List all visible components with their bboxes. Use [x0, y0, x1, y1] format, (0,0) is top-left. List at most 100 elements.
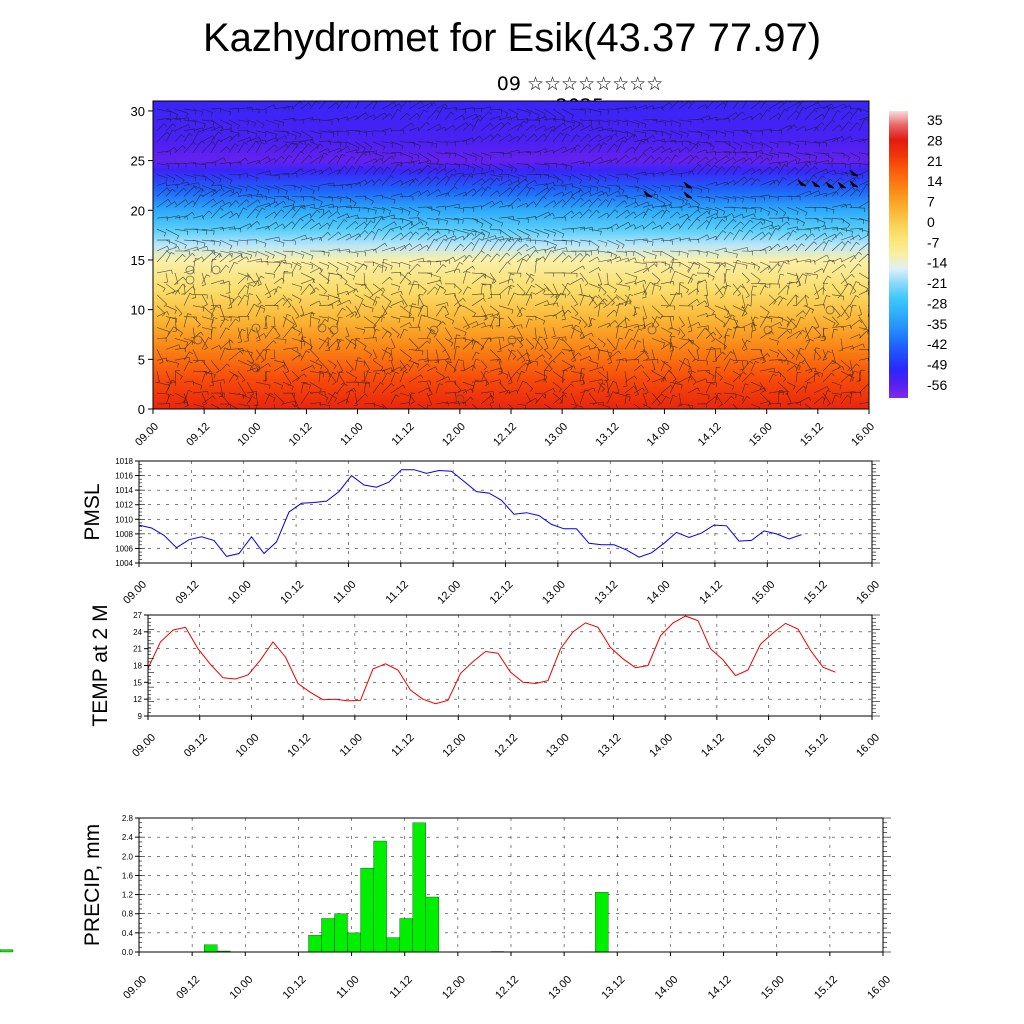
wind-barb — [345, 327, 350, 338]
wind-barb — [570, 108, 586, 115]
wind-barb — [632, 305, 637, 316]
wind-barb — [165, 184, 178, 189]
wind-barb — [318, 283, 328, 295]
wind-barb — [741, 157, 753, 164]
wind-barb — [264, 104, 276, 110]
heatmap-xtick-label: 12.00 — [440, 421, 468, 449]
wind-barb — [372, 283, 385, 296]
wind-barb — [705, 196, 716, 204]
wind-barb — [570, 349, 576, 363]
wind-barb — [228, 261, 238, 274]
wind-barb — [678, 272, 694, 283]
wind-barb — [561, 239, 573, 246]
wind-barb — [714, 286, 727, 295]
wind-barb — [813, 283, 820, 300]
wind-barb — [696, 272, 709, 278]
wind-barb — [480, 337, 492, 343]
colorbar-label: -42 — [927, 336, 947, 352]
wind-barb — [444, 168, 457, 175]
wind-barb — [525, 284, 536, 295]
wind-barb — [831, 257, 843, 263]
wind-barb — [642, 239, 654, 246]
wind-barb — [624, 393, 631, 405]
wind-barb — [750, 112, 763, 121]
wind-barb — [318, 403, 331, 409]
wind-arrow-icon — [849, 180, 859, 188]
wind-barb — [183, 360, 193, 372]
wind-barb — [651, 377, 667, 383]
wind-barb — [714, 261, 726, 268]
calm-circle — [647, 325, 657, 335]
wind-barb — [669, 173, 682, 178]
wind-barb — [273, 250, 287, 260]
wind-barb — [417, 244, 430, 252]
wind-barb — [741, 294, 746, 309]
wind-barb — [795, 347, 805, 361]
wind-barb — [353, 393, 358, 407]
wind-barb — [813, 372, 820, 383]
wind-barb — [570, 134, 580, 142]
wind-barb — [192, 239, 206, 248]
wind-barb — [228, 212, 240, 219]
wind-barb — [507, 349, 516, 361]
wind-barb — [759, 382, 766, 393]
wind-barb — [471, 228, 486, 239]
temperature-field — [153, 101, 869, 409]
xtick-label: 10.12 — [278, 579, 306, 607]
wind-barb — [480, 106, 492, 111]
xtick-label: 14.12 — [697, 579, 725, 607]
wind-barb — [624, 133, 638, 142]
wind-barb — [822, 259, 835, 265]
wind-barb — [192, 349, 199, 363]
wind-barb — [336, 183, 352, 189]
wind-barb — [336, 165, 348, 175]
wind-barb — [570, 392, 578, 409]
wind-barb — [687, 403, 692, 409]
wind-barb — [381, 294, 392, 306]
wind-barb — [534, 394, 546, 405]
wind-barb — [759, 353, 771, 361]
wind-barb — [597, 349, 612, 357]
wind-barb — [732, 247, 749, 252]
wind-barb — [867, 239, 869, 241]
wind-barb — [453, 207, 464, 213]
wind-barb — [363, 402, 376, 408]
wind-barb — [219, 294, 235, 304]
wind-barb — [390, 261, 401, 268]
wind-barb — [606, 129, 617, 135]
wind-barb — [354, 338, 367, 350]
wind-barb — [489, 177, 500, 186]
wind-barb — [390, 141, 404, 150]
wind-barb — [769, 217, 783, 223]
wind-barb — [183, 392, 189, 408]
wind-barb — [246, 220, 260, 230]
wind-barb — [156, 150, 171, 155]
xtick-label: 12.12 — [488, 579, 516, 607]
wind-barb — [723, 231, 734, 241]
wind-barb — [750, 324, 758, 339]
wind-barb — [453, 261, 464, 274]
wind-barb — [615, 200, 628, 208]
wind-barb — [678, 185, 693, 194]
wind-barb — [786, 365, 798, 372]
wind-barb — [435, 152, 451, 159]
wind-barb — [570, 305, 579, 317]
wind-barb — [543, 174, 559, 183]
wind-barb — [372, 178, 383, 186]
wind-barb — [813, 386, 830, 394]
ytick-label: 1008 — [115, 530, 133, 539]
wind-barb — [561, 196, 576, 208]
wind-barb — [795, 258, 812, 264]
wind-barb — [579, 356, 592, 361]
ytick-label: 1018 — [115, 457, 133, 466]
wind-barb — [777, 108, 789, 121]
wind-barb — [462, 137, 475, 142]
wind-barb — [561, 349, 575, 355]
wind-barb — [722, 272, 728, 288]
series-line — [138, 469, 802, 558]
wind-barb — [705, 272, 715, 281]
wind-barb — [444, 305, 449, 316]
wind-barb — [579, 143, 592, 153]
wind-barb — [300, 250, 314, 260]
wind-barb — [723, 358, 735, 372]
